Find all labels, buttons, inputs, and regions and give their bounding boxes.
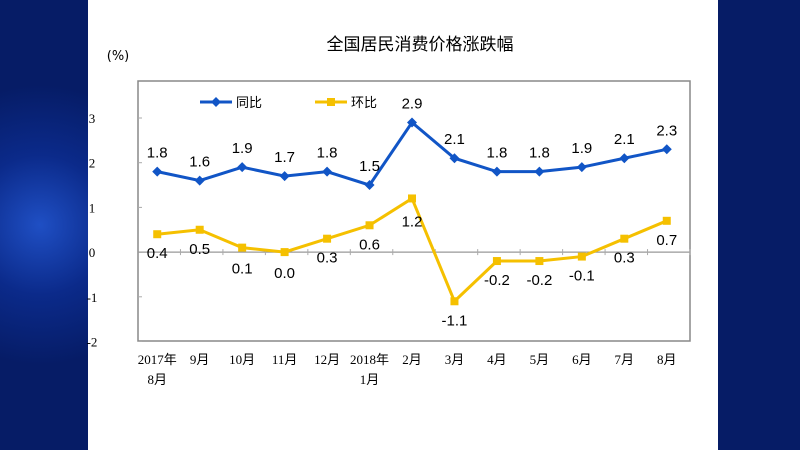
x-tick-label: 5月 (530, 352, 550, 367)
x-tick-label: 8月 (147, 372, 167, 387)
legend-label: 同比 (236, 96, 262, 111)
data-label: 0.7 (656, 232, 677, 249)
data-label: -0.2 (484, 272, 510, 289)
y-tick-label: 2 (89, 156, 96, 171)
data-label: 0.6 (359, 236, 380, 253)
data-label: 0.3 (614, 250, 635, 267)
data-label: 1.8 (529, 145, 550, 162)
data-label: 2.3 (656, 122, 677, 139)
data-label: 1.8 (486, 145, 507, 162)
data-point (577, 252, 586, 261)
data-label: 1.7 (274, 149, 295, 166)
data-point (152, 166, 163, 177)
data-label: 0.3 (317, 250, 338, 267)
legend-marker (211, 97, 221, 107)
x-tick-label: 2018年 (350, 352, 389, 367)
data-label: -1.1 (442, 312, 468, 329)
legend-label: 环比 (351, 96, 377, 111)
data-point (237, 162, 248, 173)
chart-panel (88, 0, 718, 450)
data-point (153, 230, 162, 239)
data-point (407, 117, 417, 128)
data-label: 0.4 (147, 245, 168, 262)
data-point (364, 180, 375, 191)
data-label: -0.1 (569, 268, 595, 285)
x-tick-label: 1月 (360, 372, 380, 387)
data-point (661, 144, 672, 155)
data-label: 1.5 (359, 158, 380, 175)
data-label: 2.1 (614, 131, 635, 148)
data-point (365, 221, 374, 230)
data-label: 1.8 (147, 145, 168, 162)
data-point (194, 175, 205, 186)
data-point (576, 162, 587, 173)
data-label: 1.9 (571, 140, 592, 157)
x-tick-label: 8月 (657, 352, 677, 367)
plot-area (137, 80, 691, 342)
x-tick-label: 7月 (615, 352, 635, 367)
x-tick-label: 3月 (445, 352, 465, 367)
data-point (238, 243, 247, 252)
data-label: 2.1 (444, 131, 465, 148)
x-tick-label: 4月 (487, 352, 507, 367)
data-label: -0.2 (526, 272, 552, 289)
x-tick-label: 12月 (314, 352, 340, 367)
data-point (450, 297, 459, 306)
x-tick-label: 9月 (190, 352, 210, 367)
data-label: 0.0 (274, 265, 295, 282)
data-point (280, 248, 289, 257)
data-label: 2.9 (402, 95, 423, 112)
data-point (620, 234, 629, 243)
data-label: 0.5 (189, 241, 210, 258)
data-label: 1.8 (317, 145, 338, 162)
data-point (279, 171, 290, 182)
data-point (492, 257, 501, 266)
x-tick-label: 10月 (229, 352, 255, 367)
y-tick-label: 1 (89, 200, 96, 215)
data-label: 1.2 (402, 213, 423, 230)
data-label: 1.6 (189, 154, 210, 171)
data-point (491, 166, 502, 177)
data-label: 1.9 (232, 140, 253, 157)
y-tick-label: 3 (89, 111, 96, 126)
x-tick-label: 2017年 (138, 352, 177, 367)
x-tick-label: 11月 (272, 352, 298, 367)
y-tick-label: -1 (87, 290, 98, 305)
data-point (408, 194, 416, 203)
data-point (323, 234, 332, 243)
data-point (195, 225, 204, 234)
y-tick-label: 0 (89, 245, 96, 260)
legend-marker (327, 98, 335, 106)
data-point (662, 216, 671, 225)
chart-title: 全国居民消费价格涨跌幅 (327, 35, 514, 55)
data-point (619, 153, 630, 164)
data-label: 0.1 (232, 261, 253, 278)
x-tick-label: 6月 (572, 352, 592, 367)
data-point (322, 166, 333, 177)
data-point (449, 153, 460, 164)
y-tick-label: -2 (87, 335, 98, 350)
data-point (535, 257, 544, 266)
x-tick-label: 2月 (402, 352, 422, 367)
data-point (534, 166, 545, 177)
y-axis-unit: (%) (107, 49, 130, 64)
